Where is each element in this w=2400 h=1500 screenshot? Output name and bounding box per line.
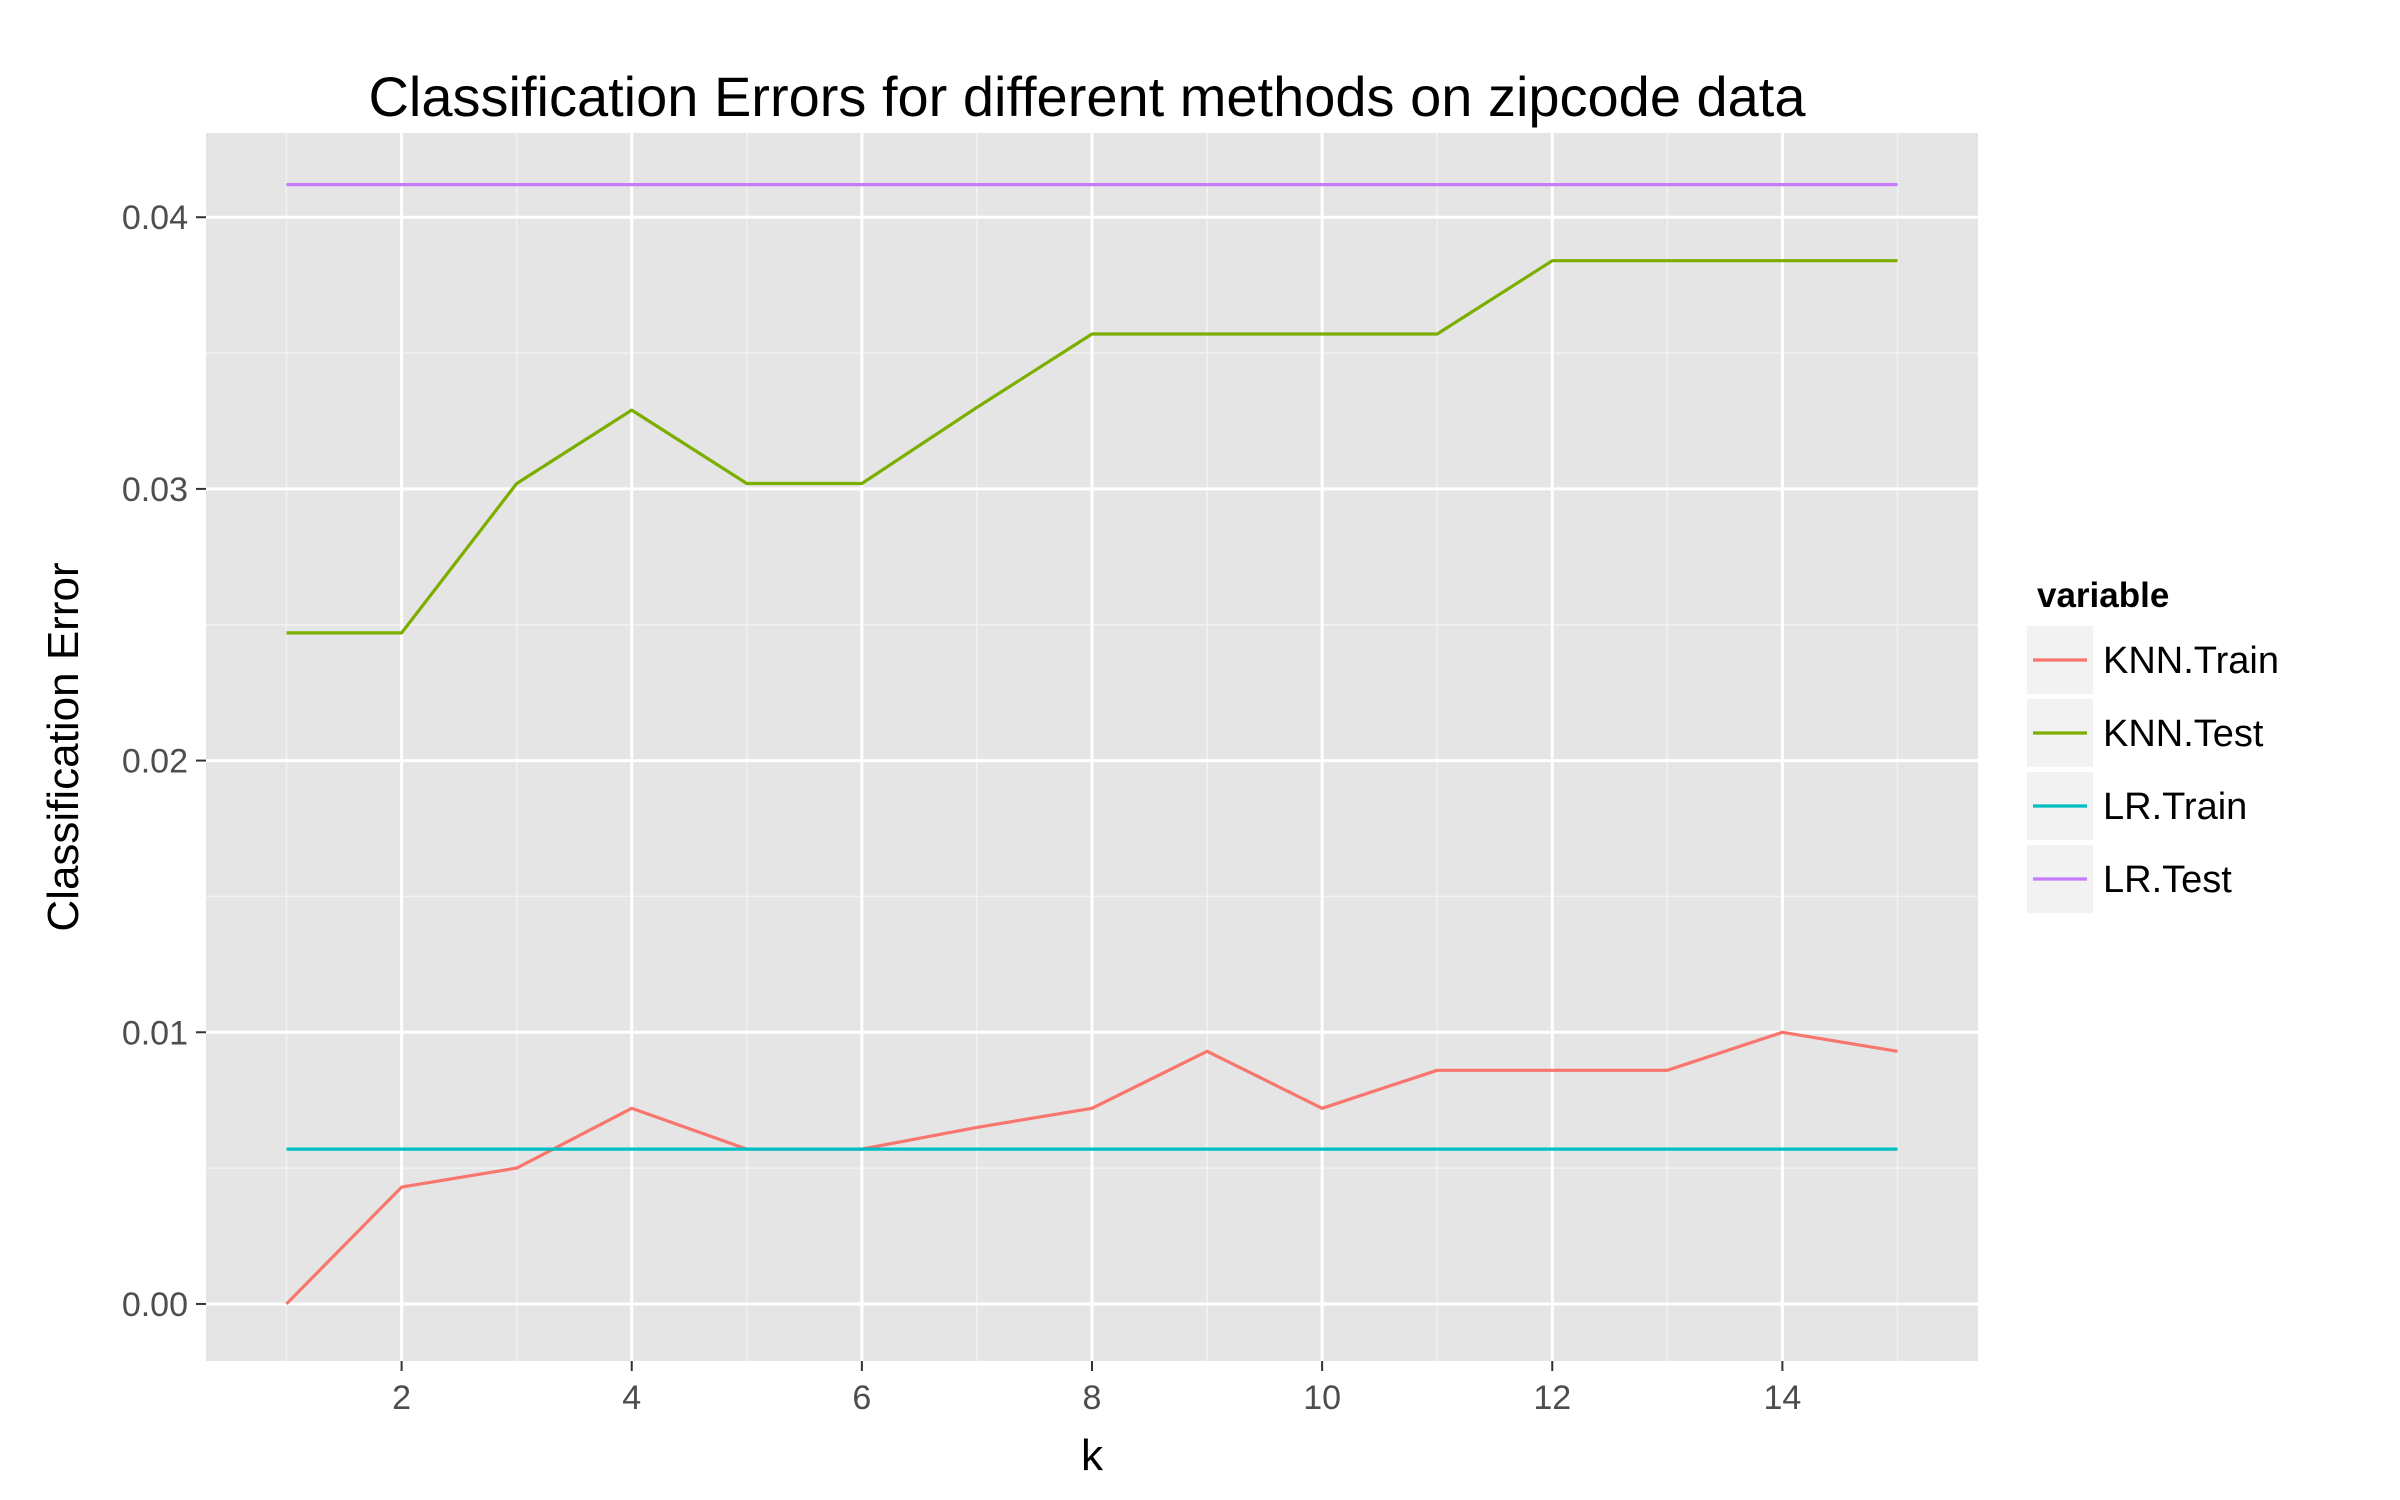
x-tick-label: 10 xyxy=(1303,1379,1341,1417)
y-tick-label: 0.04 xyxy=(122,199,188,237)
x-tick-label: 2 xyxy=(392,1379,411,1417)
legend-items: KNN.Train KNN.Test LR.Train LR.Test xyxy=(2027,626,2279,913)
x-axis: 2 4 6 8 10 12 14 xyxy=(392,1361,1801,1417)
y-tick-label: 0.00 xyxy=(122,1286,188,1324)
legend-item: LR.Train xyxy=(2027,772,2247,840)
legend: variable KNN.Train KNN.Test LR.Train LR.Tes… xyxy=(2027,576,2279,913)
y-axis-title: Classification Error xyxy=(39,562,88,931)
legend-label: KNN.Train xyxy=(2103,640,2279,682)
chart-title: Classification Errors for different meth… xyxy=(368,65,1806,128)
legend-label: LR.Train xyxy=(2103,786,2247,828)
y-tick-label: 0.02 xyxy=(122,743,188,781)
y-axis: 0.00 0.01 0.02 0.03 0.04 xyxy=(122,199,206,1324)
y-tick-label: 0.01 xyxy=(122,1014,188,1052)
legend-title: variable xyxy=(2037,576,2169,615)
x-tick-label: 4 xyxy=(622,1379,641,1417)
x-tick-label: 6 xyxy=(852,1379,871,1417)
legend-item: KNN.Test xyxy=(2027,699,2264,767)
x-axis-title: k xyxy=(1081,1431,1104,1480)
y-tick-label: 0.03 xyxy=(122,471,188,509)
legend-item: KNN.Train xyxy=(2027,626,2279,694)
x-tick-label: 14 xyxy=(1763,1379,1801,1417)
legend-label: KNN.Test xyxy=(2103,713,2264,755)
series-layer xyxy=(285,183,1898,1306)
x-tick-label: 8 xyxy=(1083,1379,1102,1417)
x-tick-label: 12 xyxy=(1533,1379,1571,1417)
legend-label: LR.Test xyxy=(2103,859,2232,901)
legend-item: LR.Test xyxy=(2027,845,2232,913)
series-line-knn-test xyxy=(286,259,1898,635)
grid-major xyxy=(206,133,1978,1361)
